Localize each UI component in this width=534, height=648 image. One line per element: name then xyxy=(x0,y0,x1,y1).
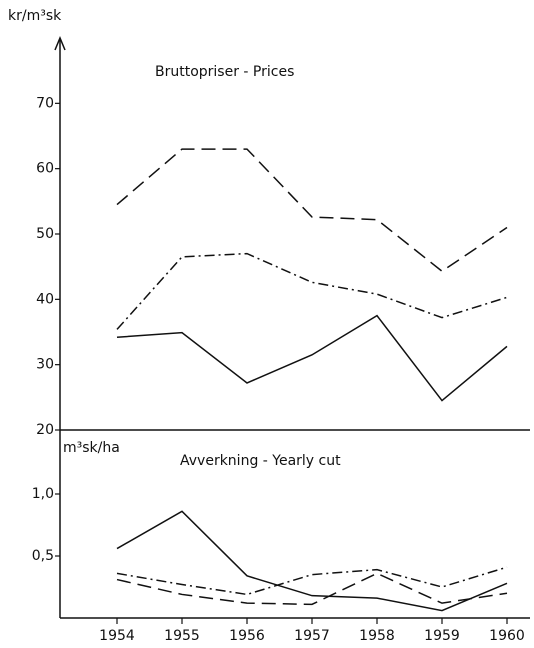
series-line xyxy=(116,566,508,596)
axis-arrow xyxy=(54,36,66,51)
y-tick-label: 1,0 xyxy=(32,486,54,502)
y-tick-label: 70 xyxy=(36,95,54,111)
series-line xyxy=(116,572,508,606)
series-line xyxy=(116,148,508,273)
x-tick-label: 1954 xyxy=(99,628,135,644)
x-tick-label: 1960 xyxy=(489,628,525,644)
x-tick-label: 1955 xyxy=(164,628,200,644)
x-tick-label: 1956 xyxy=(229,628,265,644)
y-tick-label: 0,5 xyxy=(32,548,54,564)
y-tick-label: 20 xyxy=(36,422,54,438)
y-tick-label: 60 xyxy=(36,161,54,177)
chart-title: Bruttopriser - Prices xyxy=(155,64,294,80)
series-line xyxy=(116,510,508,612)
chart-title: Avverkning - Yearly cut xyxy=(180,453,341,469)
y-tick-label: 30 xyxy=(36,357,54,373)
series-line xyxy=(116,314,508,402)
y-tick-label: 40 xyxy=(36,291,54,307)
x-tick-label: 1959 xyxy=(424,628,460,644)
y-axis-label: m³sk/ha xyxy=(63,440,120,456)
y-axis-label: kr/m³sk xyxy=(8,8,62,24)
y-tick-label: 50 xyxy=(36,226,54,242)
x-tick-label: 1957 xyxy=(294,628,330,644)
series-line xyxy=(116,252,508,330)
x-tick-label: 1958 xyxy=(359,628,395,644)
